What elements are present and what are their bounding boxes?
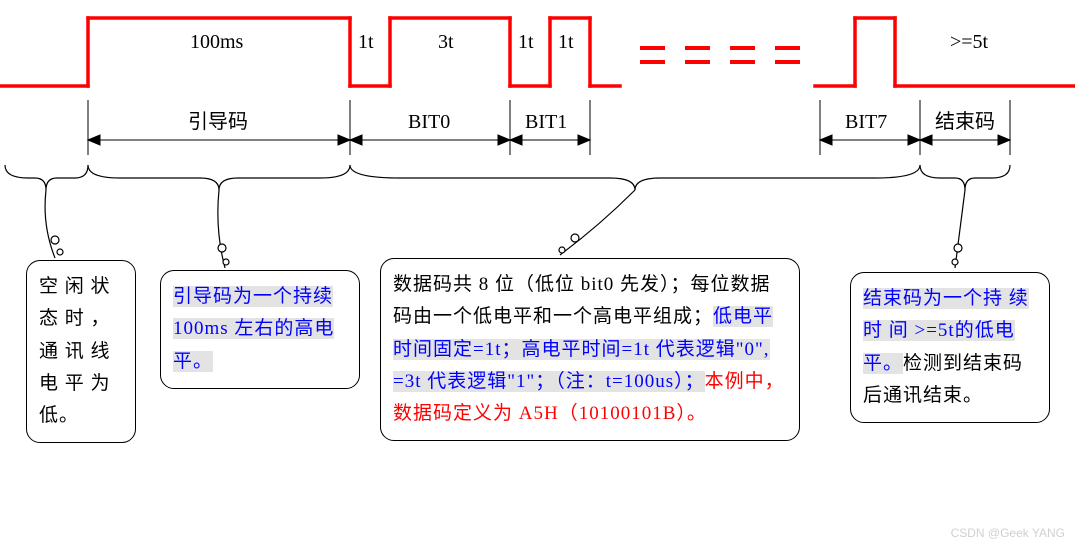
section-label-bit0: BIT0 <box>408 111 450 133</box>
watermark: CSDN @Geek YANG <box>951 526 1065 540</box>
time-label-end: >=5t <box>950 31 989 53</box>
time-label-lead: 100ms <box>190 31 244 53</box>
time-label-b0low: 1t <box>358 31 374 53</box>
section-label-end: 结束码 <box>935 110 995 133</box>
time-label-b1low: 1t <box>518 31 534 53</box>
timing-diagram-root: 100ms 1t 3t 1t 1t >=5t 引导码 BIT0 BIT1 BIT… <box>0 0 1075 544</box>
bubble-end: 结束码为一个持 续 时 间 >=5t的低电平。检测到结束码后通讯结束。 <box>850 272 1050 423</box>
bubble-data: 数据码共 8 位（低位 bit0 先发）；每位数据码由一个低电平和一个高电平组成… <box>380 258 800 441</box>
section-label-bit1: BIT1 <box>525 111 567 133</box>
bubble-idle: 空 闲 状态 时 ，通 讯 线电 平 为低。 <box>26 260 136 443</box>
waveform-svg: 100ms 1t 3t 1t 1t >=5t 引导码 BIT0 BIT1 BIT… <box>0 0 1075 200</box>
time-label-b1hi: 1t <box>558 31 574 53</box>
section-label-bit7: BIT7 <box>845 111 887 133</box>
bubble-lead-text: 引导码为一个持续 100ms 左右的高电平。 <box>173 286 334 372</box>
section-label-lead: 引导码 <box>188 110 248 133</box>
time-label-b0hi: 3t <box>438 31 454 53</box>
bubble-idle-text: 空 闲 状态 时 ，通 讯 线电 平 为低。 <box>39 276 111 426</box>
bubble-lead: 引导码为一个持续 100ms 左右的高电平。 <box>160 270 360 389</box>
